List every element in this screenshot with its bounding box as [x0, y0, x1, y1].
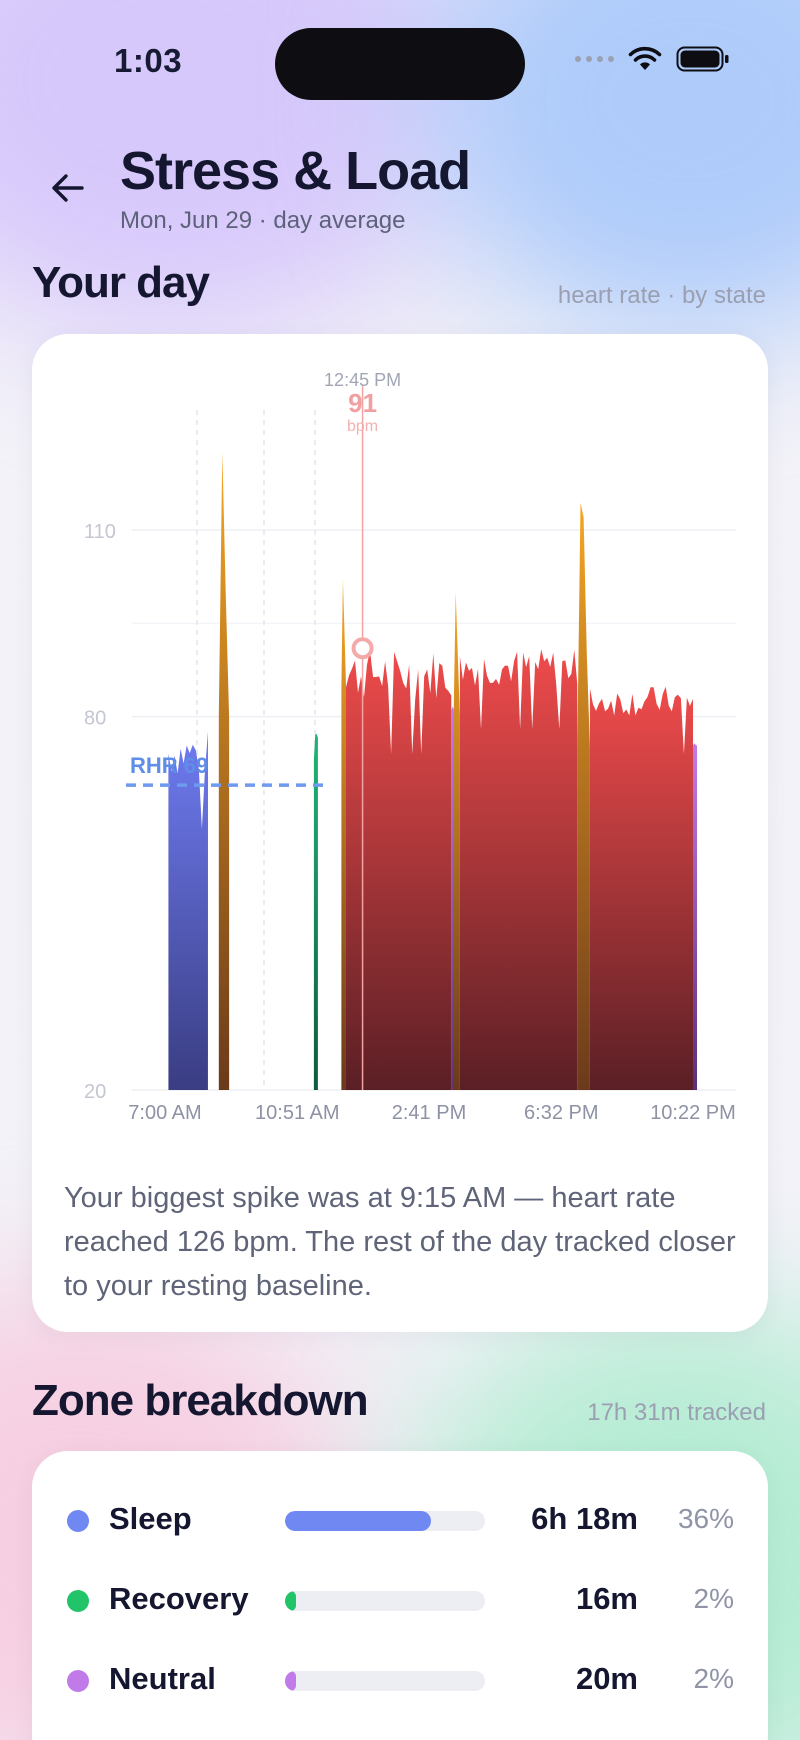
zone-name-recovery: Recovery — [109, 1581, 249, 1616]
zone-breakdown-meta: 17h 31m tracked — [587, 1399, 766, 1426]
back-button[interactable] — [46, 166, 90, 210]
hr-segment-load — [345, 650, 452, 1090]
x-tick-label: 2:41 PM — [392, 1102, 466, 1124]
marker-value: 91 — [348, 388, 377, 418]
page-subtitle: Mon, Jun 29 · day average — [120, 207, 406, 234]
your-day-meta: heart rate · by state — [557, 282, 766, 309]
zone-duration: 6h 18m — [531, 1501, 638, 1536]
x-tick-label: 7:00 AM — [128, 1102, 201, 1124]
zone-percent: 2% — [693, 1663, 734, 1694]
your-day-title: Your day — [32, 258, 210, 307]
marker-unit: bpm — [347, 418, 378, 435]
status-time: 1:03 — [114, 42, 183, 79]
zone-duration: 20m — [575, 1661, 638, 1696]
marker-dot — [351, 637, 374, 660]
battery-icon — [676, 46, 729, 72]
marker-time: 12:45 PM — [324, 370, 401, 390]
hr-segment-stress — [341, 579, 346, 1090]
insight-text: Your biggest spike was at 9:15 AM — hear… — [64, 1182, 736, 1302]
zone-bar-fill — [285, 1671, 296, 1691]
page-title: Stress & Load — [120, 141, 471, 201]
zone-percent: 36% — [677, 1503, 734, 1534]
hr-segment-stress — [453, 592, 460, 1090]
zone-breakdown-card: Sleep 6h 18m 36% Recovery 16m 2% Neutral 20m 2% — [32, 1451, 768, 1740]
x-tick-label: 6:32 PM — [524, 1102, 598, 1124]
hr-segment-neutral — [693, 743, 697, 1090]
signal-icon — [575, 56, 614, 62]
zone-dot-recovery — [67, 1590, 89, 1612]
zone-duration: 16m — [575, 1581, 638, 1616]
wifi-icon — [628, 46, 662, 70]
y-tick-label: 80 — [84, 708, 106, 730]
x-tick-label: 10:22 PM — [650, 1102, 736, 1124]
y-tick-label: 20 — [84, 1081, 106, 1103]
zone-dot-sleep — [67, 1510, 89, 1532]
zone-name-sleep: Sleep — [109, 1501, 192, 1536]
zone-name-neutral: Neutral — [109, 1661, 216, 1696]
hr-segment-load — [589, 686, 693, 1090]
zone-bar-track — [285, 1671, 485, 1691]
zone-dot-neutral — [67, 1670, 89, 1692]
heart-rate-card: 110 80 20 RHR 69 12:45 PM 91 bpm 7:00 AM 10:51 A… — [32, 334, 768, 1332]
zone-bar-fill — [285, 1511, 431, 1531]
status-icons — [575, 46, 730, 72]
x-tick-label: 10:51 AM — [255, 1102, 340, 1124]
zone-bar-track — [285, 1591, 485, 1611]
zone-bar-fill — [285, 1591, 296, 1611]
arrow-left-icon — [52, 174, 84, 202]
zone-breakdown-title: Zone breakdown — [32, 1376, 369, 1425]
rhr-label: RHR 69 — [130, 753, 208, 778]
hr-segment-stress — [577, 502, 590, 1090]
zone-bar-track — [285, 1511, 485, 1531]
dynamic-island — [275, 28, 525, 100]
hr-segment-stress — [218, 451, 230, 1090]
hr-segment-load — [459, 649, 578, 1090]
zone-percent: 2% — [693, 1583, 734, 1614]
hr-segment-sleep — [168, 731, 208, 1090]
y-tick-label: 110 — [84, 521, 116, 543]
hr-segment-recovery — [313, 733, 318, 1090]
